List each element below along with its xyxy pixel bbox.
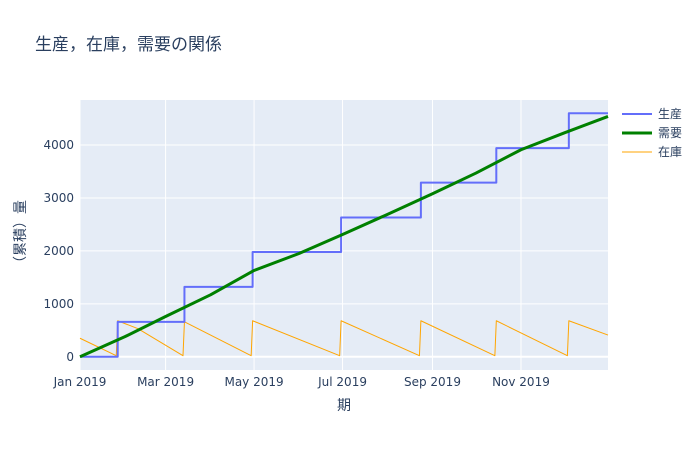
x-axis-title: 期 xyxy=(337,398,351,414)
y-tick-label: 4000 xyxy=(43,138,74,152)
y-tick-label: 0 xyxy=(66,350,74,364)
grid-lines xyxy=(79,100,608,370)
y-tick-label: 3000 xyxy=(43,191,74,205)
chart-title: 生産，在庫，需要の関係 xyxy=(35,35,222,55)
y-axis: 0 1000 2000 3000 4000 xyxy=(43,138,74,364)
y-tick-label: 1000 xyxy=(43,297,74,311)
series-line-在庫 xyxy=(79,320,609,357)
legend-label: 需要 xyxy=(658,126,682,140)
x-tick-label: Jul 2019 xyxy=(317,375,367,389)
x-tick-label: Jan 2019 xyxy=(53,375,107,389)
y-axis-title: （累積）量 xyxy=(13,200,29,270)
legend-label: 生産 xyxy=(658,106,682,121)
x-tick-label: Sep 2019 xyxy=(404,375,461,389)
series-line-需要 xyxy=(79,115,609,359)
x-tick-label: Mar 2019 xyxy=(137,375,194,389)
x-axis: Jan 2019 Mar 2019 May 2019 Jul 2019 Sep 2019… xyxy=(53,375,550,389)
x-tick-label: May 2019 xyxy=(224,375,283,389)
legend-label: 在庫 xyxy=(658,145,682,159)
series-layer xyxy=(79,112,609,359)
y-tick-label: 2000 xyxy=(43,244,74,258)
x-tick-label: Nov 2019 xyxy=(492,375,550,389)
